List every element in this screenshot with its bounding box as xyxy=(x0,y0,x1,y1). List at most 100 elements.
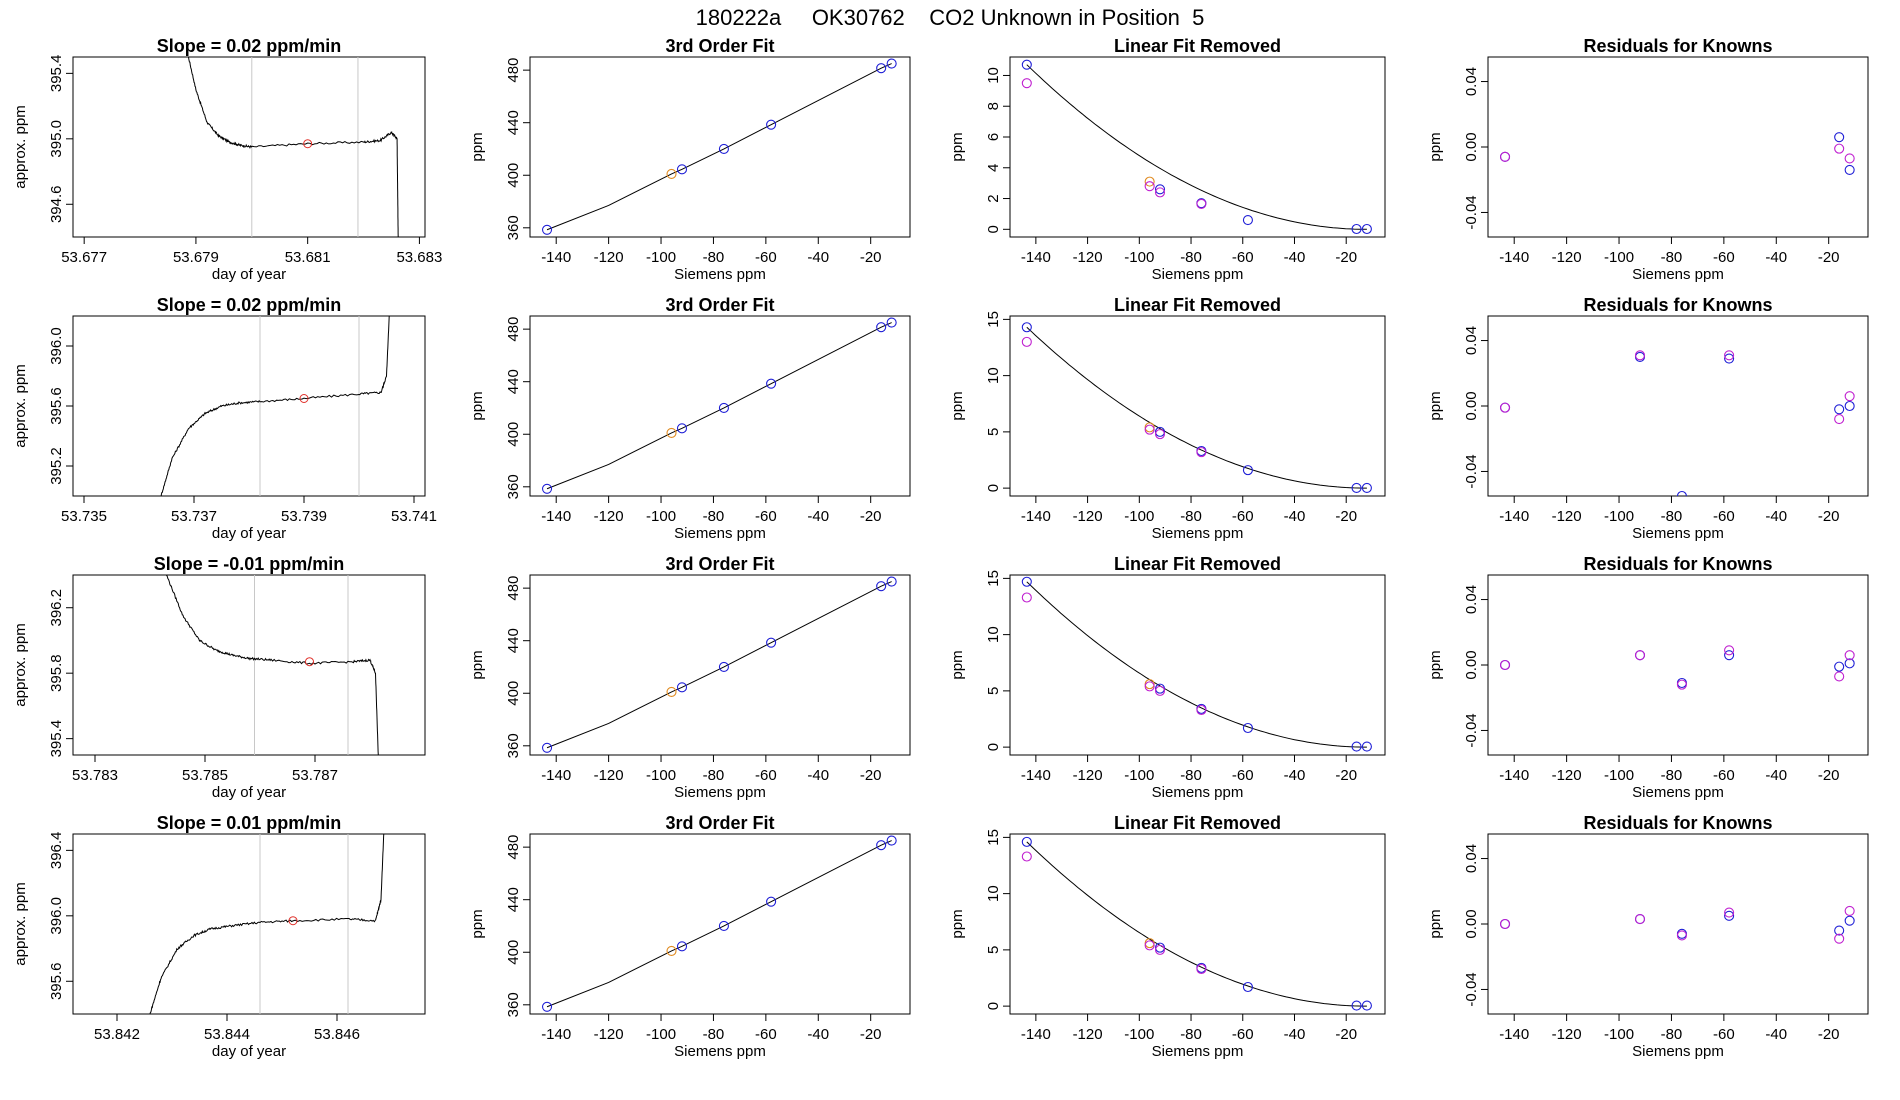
data-point xyxy=(541,224,553,235)
x-axis-label: Siemens ppm xyxy=(1152,1043,1244,1060)
data-point xyxy=(1844,400,1855,412)
x-tick-label: -120 xyxy=(1552,1026,1582,1043)
fit-curve xyxy=(1026,581,1367,748)
plot-frame xyxy=(72,56,426,238)
data-point xyxy=(666,945,677,956)
y-tick-label: 0.04 xyxy=(1463,585,1480,614)
x-axis-label: day of year xyxy=(212,266,286,283)
data-point xyxy=(1351,1000,1362,1011)
x-tick-label: -20 xyxy=(1335,508,1357,525)
plot-frame xyxy=(1009,574,1386,756)
plot-frame xyxy=(529,833,911,1015)
data-point xyxy=(1154,944,1166,955)
data-point xyxy=(886,576,897,587)
data-point xyxy=(541,1001,553,1012)
data-point xyxy=(1724,350,1735,361)
x-tick-label: -120 xyxy=(1552,767,1582,784)
panel-title: Linear Fit Removed xyxy=(1114,813,1281,833)
x-tick-label: -80 xyxy=(1180,1026,1202,1043)
data-point xyxy=(718,661,729,673)
plot-frame xyxy=(529,315,911,497)
y-axis-label: ppm xyxy=(949,132,966,161)
x-tick-label: 53.683 xyxy=(396,249,442,266)
y-tick-label: 396.4 xyxy=(48,832,65,870)
data-point xyxy=(766,896,777,907)
x-tick-label: -20 xyxy=(860,1026,882,1043)
x-tick-label: -80 xyxy=(1180,508,1202,525)
data-point xyxy=(1634,914,1646,925)
x-tick-label: -40 xyxy=(1765,767,1787,784)
panel-r3-c3: Residuals for Knowns -140 -120 -100 -80 -60 -4… xyxy=(1427,813,1869,1060)
panel-title: Residuals for Knowns xyxy=(1583,813,1772,833)
data-point xyxy=(676,423,688,434)
data-point xyxy=(1021,592,1032,603)
data-point xyxy=(718,143,729,155)
x-tick-label: -140 xyxy=(541,767,571,784)
y-tick-label: 360 xyxy=(505,992,522,1017)
x-tick-label: -80 xyxy=(703,767,725,784)
x-tick-label: -80 xyxy=(1180,249,1202,266)
x-tick-label: -60 xyxy=(1232,508,1254,525)
x-tick-label: -60 xyxy=(1713,249,1735,266)
y-tick-label: 360 xyxy=(505,733,522,758)
data-point xyxy=(1021,336,1032,347)
x-tick-label: -80 xyxy=(1661,508,1683,525)
y-axis-label: ppm xyxy=(469,391,486,420)
fit-curve xyxy=(1026,64,1367,230)
data-point xyxy=(1144,681,1155,692)
plot-area xyxy=(1499,645,1855,690)
data-point xyxy=(1154,429,1166,440)
plot-area xyxy=(149,834,385,1014)
data-point xyxy=(1724,907,1735,918)
plot-frame xyxy=(1487,574,1869,756)
y-axis-label: ppm xyxy=(1427,132,1444,161)
plot-area xyxy=(1021,59,1372,235)
x-tick-label: -60 xyxy=(1713,1026,1735,1043)
x-tick-label: 53.677 xyxy=(61,249,107,266)
x-tick-label: -60 xyxy=(1713,508,1735,525)
data-point xyxy=(676,941,688,952)
y-axis-label: ppm xyxy=(1427,391,1444,420)
y-tick-label: 395.4 xyxy=(48,55,65,93)
panel-r2-c1: 3rd Order Fit -140 -120 -100 -80 -60 -40 -20 360… xyxy=(469,554,911,801)
data-point xyxy=(1144,938,1155,949)
data-point xyxy=(666,686,677,697)
data-point xyxy=(718,402,729,414)
x-tick-label: -20 xyxy=(1818,508,1840,525)
plot-area xyxy=(160,316,390,496)
fit-curve xyxy=(1026,326,1367,489)
data-point xyxy=(541,742,553,753)
y-tick-label: 395.4 xyxy=(48,720,65,758)
x-tick-label: 53.787 xyxy=(292,767,338,784)
x-axis-label: Siemens ppm xyxy=(1152,266,1244,283)
y-tick-label: 396.0 xyxy=(48,897,65,935)
y-tick-label: 395.8 xyxy=(48,654,65,692)
y-axis-label: ppm xyxy=(1427,650,1444,679)
data-point xyxy=(1242,722,1253,734)
y-tick-label: 0.00 xyxy=(1463,132,1480,161)
data-point xyxy=(541,483,553,494)
data-point xyxy=(886,835,897,846)
y-tick-label: 480 xyxy=(505,835,522,860)
y-tick-label: 10 xyxy=(985,67,1002,84)
data-point xyxy=(1021,836,1032,847)
data-point xyxy=(1361,223,1372,235)
x-axis-label: Siemens ppm xyxy=(674,266,766,283)
data-point xyxy=(1196,447,1207,458)
y-tick-label: 15 xyxy=(985,570,1002,587)
panel-r0-c1: 3rd Order Fit -140 -120 -100 -80 -60 -40 -20 360… xyxy=(469,36,911,283)
panel-r2-c2: Linear Fit Removed -140 -120 -100 -80 -60 -40 -… xyxy=(949,554,1386,801)
x-tick-label: -140 xyxy=(1021,249,1051,266)
y-tick-label: -0.04 xyxy=(1463,454,1480,488)
panel-r3-c1: 3rd Order Fit -140 -120 -100 -80 -60 -40 -20 360… xyxy=(469,813,911,1060)
y-tick-label: -0.04 xyxy=(1463,195,1480,229)
data-point xyxy=(1021,851,1032,862)
y-tick-label: 394.6 xyxy=(48,185,65,223)
data-point xyxy=(766,378,777,389)
x-tick-label: -100 xyxy=(646,1026,676,1043)
data-point xyxy=(1634,650,1646,661)
data-point xyxy=(1724,645,1735,656)
data-point xyxy=(1021,322,1032,333)
x-tick-label: 53.739 xyxy=(281,508,327,525)
data-point xyxy=(1844,650,1855,661)
